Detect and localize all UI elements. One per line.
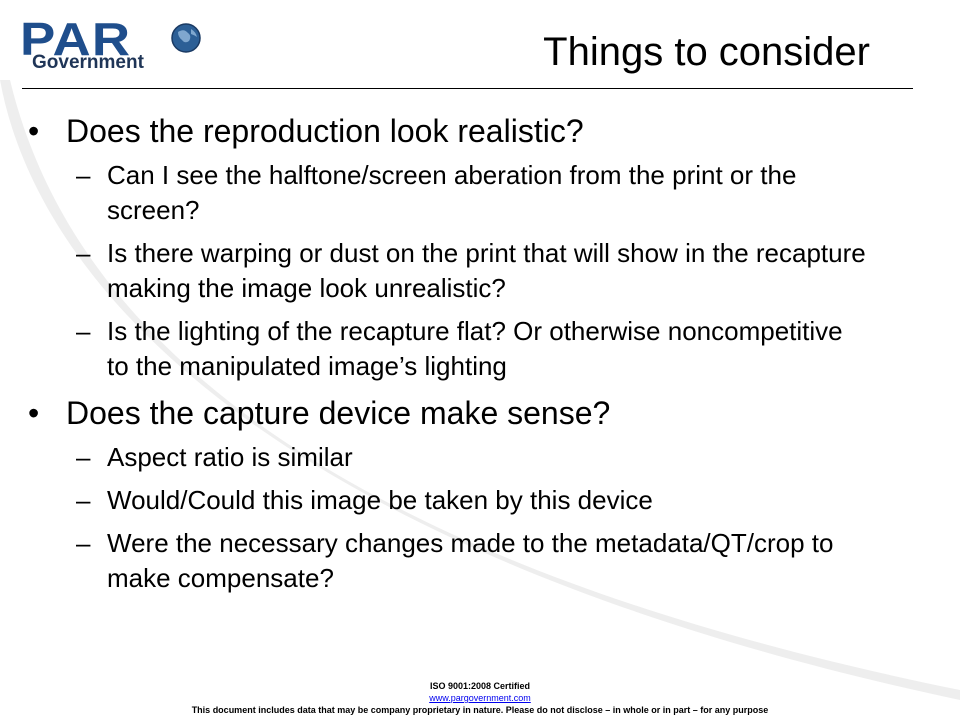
sub-bullet-text: Were the necessary changes made to the m… bbox=[107, 528, 834, 593]
bullet-marker: • bbox=[28, 395, 40, 431]
slide-title: Things to consider bbox=[543, 30, 870, 74]
par-government-logo: PAR Government bbox=[20, 13, 201, 76]
bullet-marker: • bbox=[28, 113, 40, 149]
sub-bullet-item: – Is the lighting of the recapture flat?… bbox=[0, 314, 867, 384]
bullet-item: • Does the capture device make sense? bbox=[0, 394, 856, 432]
logo-subtitle: Government bbox=[32, 52, 144, 73]
bullet-text: Does the capture device make sense? bbox=[66, 395, 611, 431]
bullet-item: • Does the reproduction look realistic? bbox=[0, 112, 856, 150]
disclaimer-text: This document includes data that may be … bbox=[191, 705, 769, 715]
sub-bullet-item: – Would/Could this image be taken by thi… bbox=[0, 483, 867, 518]
sub-bullet-text: Is the lighting of the recapture flat? O… bbox=[107, 316, 843, 381]
bullet-text: Does the reproduction look realistic? bbox=[66, 113, 584, 149]
dash-marker: – bbox=[76, 316, 91, 346]
sub-bullet-item: – Aspect ratio is similar bbox=[0, 440, 867, 475]
slide-content: • Does the reproduction look realistic? … bbox=[0, 112, 960, 596]
globe-icon bbox=[171, 23, 201, 53]
sub-bullet-item: – Were the necessary changes made to the… bbox=[0, 526, 867, 596]
sub-bullet-text: Would/Could this image be taken by this … bbox=[107, 485, 653, 515]
dash-marker: – bbox=[76, 160, 91, 190]
sub-bullet-item: – Is there warping or dust on the print … bbox=[0, 236, 867, 306]
website-link[interactable]: www.pargovernment.com bbox=[429, 693, 531, 703]
footer: ISO 9001:2008 Certified www.pargovernmen… bbox=[0, 680, 960, 716]
sub-bullet-item: – Can I see the halftone/screen aberatio… bbox=[0, 158, 867, 228]
dash-marker: – bbox=[76, 528, 91, 558]
dash-marker: – bbox=[76, 238, 91, 268]
title-divider bbox=[22, 88, 913, 89]
dash-marker: – bbox=[76, 442, 91, 472]
sub-bullet-text: Aspect ratio is similar bbox=[107, 442, 353, 472]
dash-marker: – bbox=[76, 485, 91, 515]
sub-bullet-text: Is there warping or dust on the print th… bbox=[107, 238, 866, 303]
sub-bullet-text: Can I see the halftone/screen aberation … bbox=[107, 160, 797, 225]
logo-wordmark: PAR bbox=[20, 13, 132, 65]
certification-text: ISO 9001:2008 Certified bbox=[429, 681, 531, 691]
